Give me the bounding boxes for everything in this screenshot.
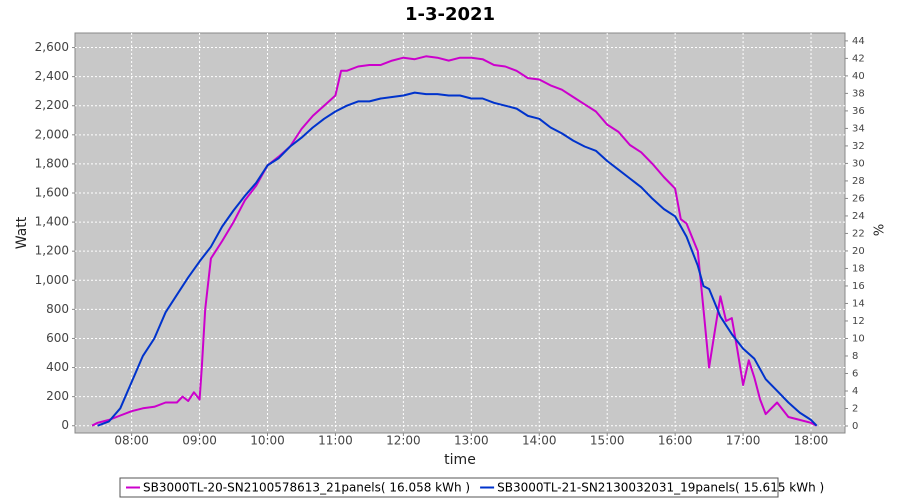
y2-tick-label: 32: [852, 141, 865, 152]
x-tick-label: 14:00: [522, 434, 557, 448]
y2-tick-label: 34: [852, 123, 865, 134]
y2-tick-label: 16: [852, 281, 865, 292]
x-tick-label: 15:00: [590, 434, 625, 448]
y-tick-label: 2,200: [35, 98, 69, 112]
x-tick-label: 12:00: [386, 434, 421, 448]
y2-tick-label: 40: [852, 71, 865, 82]
chart-title: 1-3-2021: [405, 4, 495, 25]
y2-axis-label: %: [873, 224, 888, 236]
y-tick-label: 600: [46, 331, 69, 345]
y2-tick-label: 44: [852, 36, 865, 47]
y-tick-label: 1,600: [35, 186, 69, 200]
x-tick-label: 18:00: [794, 434, 829, 448]
y-tick-label: 400: [46, 360, 69, 374]
y2-tick-label: 36: [852, 106, 865, 117]
y2-tick-label: 2: [852, 403, 858, 414]
legend-label: SB3000TL-21-SN2130032031_19panels( 15.61…: [497, 481, 824, 495]
x-axis-label: time: [444, 452, 476, 468]
x-tick-label: 16:00: [658, 434, 693, 448]
legend: [119, 477, 779, 498]
y2-tick-label: 38: [852, 88, 865, 99]
y-tick-label: 800: [46, 302, 69, 316]
x-tick-label: 13:00: [454, 434, 489, 448]
y2-tick-label: 42: [852, 53, 865, 64]
y2-tick-label: 8: [852, 351, 858, 362]
y-tick-label: 2,000: [35, 127, 69, 141]
y2-tick-label: 18: [852, 263, 865, 274]
y-tick-label: 2,400: [35, 69, 69, 83]
data-line: [97, 91, 818, 427]
y2-tick-label: 12: [852, 316, 865, 327]
y2-tick-label: 4: [852, 386, 858, 397]
legend-label: SB3000TL-20-SN2100578613_21panels( 16.05…: [143, 481, 470, 495]
x-tick-label: 11:00: [318, 434, 353, 448]
y2-tick-label: 6: [852, 368, 858, 379]
x-tick-label: 10:00: [250, 434, 285, 448]
plot-area: [74, 32, 846, 434]
y-tick-label: 1,400: [35, 215, 69, 229]
data-line: [91, 55, 818, 427]
y2-tick-label: 28: [852, 176, 865, 187]
y-tick-label: 1,800: [35, 156, 69, 170]
y-tick-label: 200: [46, 389, 69, 403]
y2-tick-label: 26: [852, 193, 865, 204]
y2-tick-label: 20: [852, 246, 865, 257]
y-tick-label: 1,200: [35, 244, 69, 258]
y-tick-label: 2,600: [35, 40, 69, 54]
y2-tick-label: 14: [852, 298, 865, 309]
y2-tick-label: 30: [852, 158, 865, 169]
y-axis-label: Watt: [14, 216, 30, 249]
y2-tick-label: 22: [852, 228, 865, 239]
y2-tick-label: 0: [852, 421, 858, 432]
y-tick-label: 0: [61, 418, 69, 432]
x-tick-label: 09:00: [182, 434, 217, 448]
y2-tick-label: 24: [852, 211, 865, 222]
y-tick-label: 1,000: [35, 273, 69, 287]
y2-tick-label: 10: [852, 333, 865, 344]
x-tick-label: 08:00: [114, 434, 149, 448]
x-tick-label: 17:00: [726, 434, 761, 448]
